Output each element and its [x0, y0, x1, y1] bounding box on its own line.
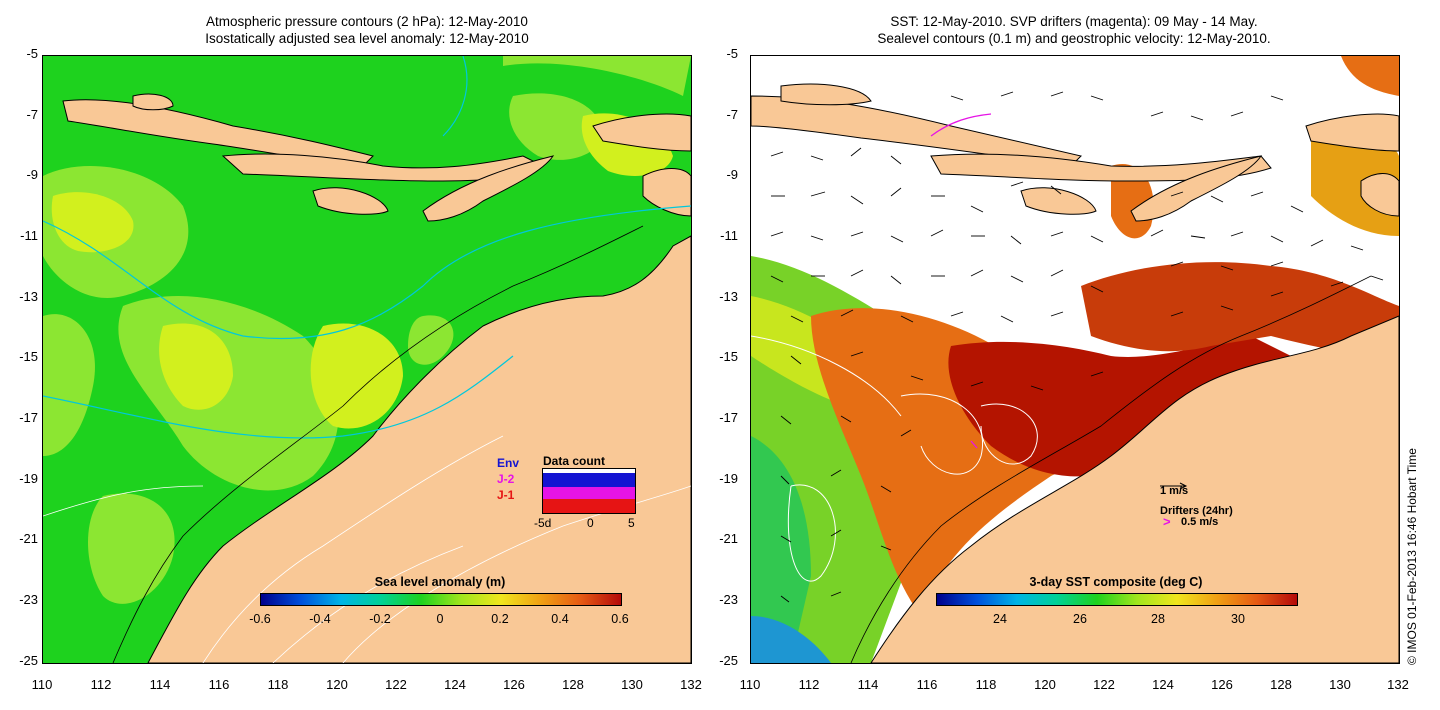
legend-x-label: -5d — [534, 516, 552, 530]
left-colorbar-tick: -0.6 — [249, 612, 271, 626]
right-x-tick: 120 — [1034, 677, 1056, 692]
drifter-arrow-icon: > — [1163, 514, 1171, 529]
right-x-tick: 112 — [798, 677, 820, 692]
left-map-sea-level-anomaly — [42, 55, 692, 664]
right-colorbar-tick: 26 — [1073, 612, 1087, 626]
legend-mission-env: Env — [497, 456, 520, 470]
left-y-tick: -17 — [19, 410, 38, 425]
right-title-line1: SST: 12-May-2010. SVP drifters (magenta)… — [890, 14, 1258, 29]
imos-credit: © IMOS 01-Feb-2013 16:46 Hobart Time — [1405, 448, 1419, 665]
right-x-tick: 114 — [857, 677, 879, 692]
velocity-scale-arrow — [1160, 477, 1190, 495]
left-colorbar-tick: 0.6 — [611, 612, 629, 626]
legend-data-count-chart — [542, 468, 636, 514]
right-y-tick: -7 — [726, 107, 738, 122]
left-map-graphic — [43, 56, 691, 663]
left-x-tick: 118 — [267, 677, 289, 692]
right-y-tick: -19 — [719, 471, 738, 486]
left-y-tick: -19 — [19, 471, 38, 486]
legend-mission-j2: J-2 — [497, 472, 515, 486]
left-y-tick: -25 — [19, 653, 38, 668]
right-colorbar-title: 3-day SST composite (deg C) — [1029, 575, 1203, 589]
right-colorbar-tick: 30 — [1231, 612, 1245, 626]
left-y-tick: -13 — [19, 289, 38, 304]
left-y-tick: -5 — [26, 46, 38, 61]
left-y-tick: -23 — [19, 592, 38, 607]
legend-x-label: 0 — [587, 516, 594, 530]
right-x-tick: 110 — [739, 677, 761, 692]
left-x-tick: 112 — [90, 677, 112, 692]
right-x-tick: 116 — [916, 677, 938, 692]
drifters-scale-label: 0.5 m/s — [1181, 516, 1219, 528]
right-colorbar-tick: 28 — [1151, 612, 1165, 626]
legend-x-label: 5 — [628, 516, 635, 530]
right-y-tick: -25 — [719, 653, 738, 668]
left-y-tick: -9 — [26, 167, 38, 182]
left-x-tick: 128 — [562, 677, 584, 692]
right-x-tick: 126 — [1211, 677, 1233, 692]
right-map-graphic — [751, 56, 1399, 663]
left-x-tick: 132 — [680, 677, 702, 692]
left-colorbar-tick: 0.4 — [551, 612, 569, 626]
left-y-tick: -21 — [19, 531, 38, 546]
right-x-tick: 128 — [1270, 677, 1292, 692]
right-x-tick: 130 — [1329, 677, 1351, 692]
left-colorbar-tick: -0.2 — [369, 612, 391, 626]
left-colorbar-tick: -0.4 — [309, 612, 331, 626]
right-y-tick: -11 — [720, 228, 738, 243]
right-y-tick: -5 — [726, 46, 738, 61]
left-colorbar-title: Sea level anomaly (m) — [374, 575, 506, 589]
right-x-tick: 118 — [975, 677, 997, 692]
left-colorbar-tick: 0.2 — [491, 612, 509, 626]
drifters-label: Drifters (24hr) — [1160, 505, 1233, 517]
left-x-tick: 110 — [31, 677, 53, 692]
left-x-tick: 130 — [621, 677, 643, 692]
left-x-tick: 124 — [444, 677, 466, 692]
right-x-tick: 124 — [1152, 677, 1174, 692]
right-title-line2: Sealevel contours (0.1 m) and geostrophi… — [877, 31, 1271, 46]
right-x-tick: 132 — [1387, 677, 1409, 692]
left-x-tick: 126 — [503, 677, 525, 692]
right-colorbar — [936, 593, 1298, 606]
left-y-tick: -7 — [26, 107, 38, 122]
legend-mission-j1: J-1 — [497, 488, 515, 502]
right-y-tick: -17 — [719, 410, 738, 425]
left-colorbar — [260, 593, 622, 606]
right-y-tick: -21 — [719, 531, 738, 546]
left-title-line2: Isostatically adjusted sea level anomaly… — [205, 31, 529, 46]
left-title-line1: Atmospheric pressure contours (2 hPa): 1… — [206, 14, 528, 29]
left-x-tick: 120 — [326, 677, 348, 692]
legend-data-count-title: Data count — [543, 454, 606, 468]
left-x-tick: 122 — [385, 677, 407, 692]
right-x-tick: 122 — [1093, 677, 1115, 692]
right-map-sst — [750, 55, 1400, 664]
right-y-tick: -9 — [726, 167, 738, 182]
left-y-tick: -15 — [19, 349, 38, 364]
right-y-tick: -15 — [719, 349, 738, 364]
right-y-tick: -23 — [719, 592, 738, 607]
left-y-tick: -11 — [20, 228, 38, 243]
left-x-tick: 116 — [208, 677, 230, 692]
right-y-tick: -13 — [719, 289, 738, 304]
left-colorbar-tick: 0 — [436, 612, 444, 626]
left-x-tick: 114 — [149, 677, 171, 692]
velocity-scale-label: 1 m/s — [1160, 485, 1189, 497]
right-colorbar-tick: 24 — [993, 612, 1007, 626]
